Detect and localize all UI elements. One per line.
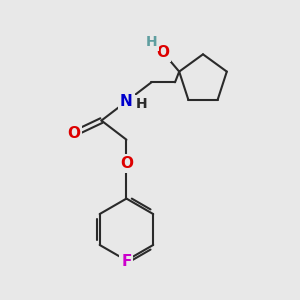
Text: O: O [157,45,169,60]
Text: F: F [121,254,132,269]
Text: H: H [135,97,147,111]
Text: N: N [120,94,133,109]
Text: H: H [146,35,158,49]
Text: O: O [67,126,80,141]
Text: O: O [120,156,133,171]
